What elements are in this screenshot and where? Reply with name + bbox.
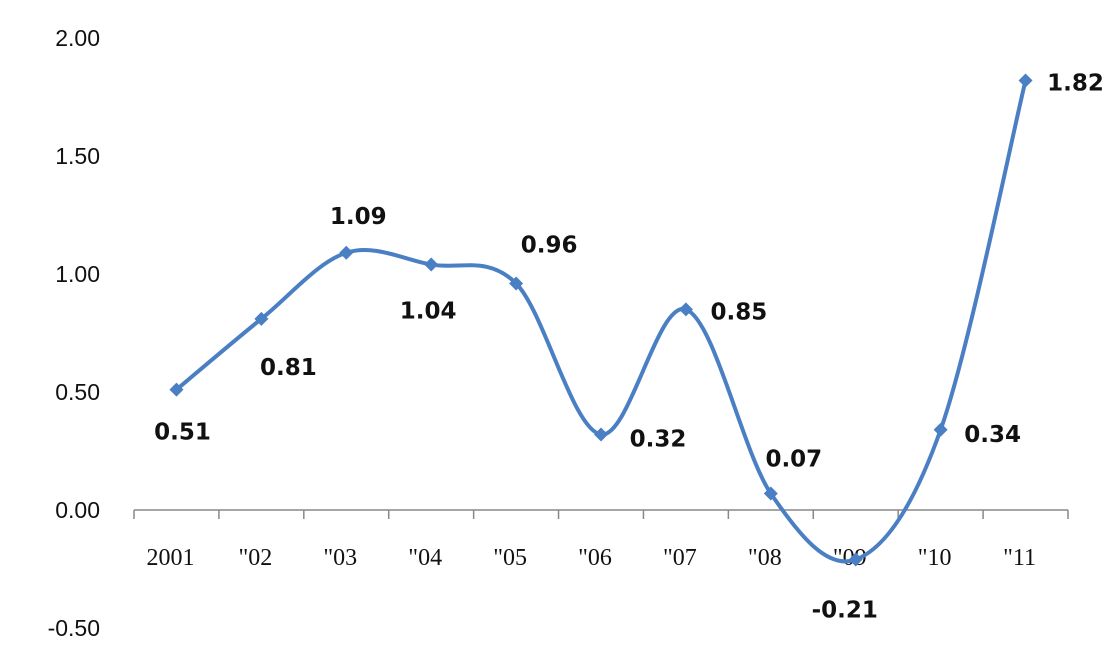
data-label: 0.96 — [521, 232, 578, 258]
data-label: 0.51 — [154, 420, 211, 446]
data-label: 0.07 — [765, 446, 822, 472]
x-axis-labels: 2001 "02 "03 "04 "05 "06 "07 "08 "09 "10 "11 — [146, 545, 1036, 571]
y-axis-labels: 2.00 1.50 1.00 0.50 0.00 -0.50 — [48, 25, 100, 641]
data-point-marker — [933, 422, 948, 437]
series-layer — [174, 78, 1028, 564]
data-label: 1.82 — [1047, 70, 1104, 96]
data-point-marker — [594, 427, 608, 442]
data-point-marker — [763, 486, 778, 501]
y-tick-label: 0.00 — [55, 497, 100, 523]
x-tick-label: "04 — [408, 545, 442, 571]
x-tick-label: "05 — [493, 545, 527, 571]
data-label: 0.81 — [260, 355, 317, 381]
y-tick-label: -0.50 — [48, 615, 100, 641]
data-label: -0.21 — [812, 598, 878, 624]
data-point-marker — [848, 552, 863, 567]
x-tick-label: "11 — [1003, 545, 1036, 571]
x-axis — [133, 509, 1069, 519]
data-labels-layer: 0.51 0.81 1.09 1.04 0.96 0.32 0.85 0.07 -0.21 0.3… — [154, 70, 1104, 623]
markers-layer — [169, 73, 1033, 567]
x-tick-label: "07 — [663, 545, 697, 571]
data-point-marker — [169, 382, 184, 397]
data-point-marker — [509, 276, 524, 291]
data-label: 0.34 — [964, 422, 1021, 448]
x-tick-label: "08 — [748, 545, 782, 571]
x-tick-label: 2001 — [146, 545, 194, 571]
data-label: 0.32 — [630, 426, 687, 452]
y-tick-label: 0.50 — [55, 379, 100, 405]
x-tick-label: "10 — [918, 545, 952, 571]
y-tick-label: 1.50 — [55, 143, 100, 169]
x-tick-label: "03 — [323, 545, 357, 571]
y-tick-label: 2.00 — [55, 25, 100, 51]
data-point-marker — [424, 257, 439, 272]
data-point-marker — [1018, 73, 1033, 88]
data-label: 0.85 — [711, 299, 768, 325]
data-label: 1.09 — [330, 204, 387, 230]
data-label: 1.04 — [400, 299, 457, 325]
series-line — [174, 78, 1028, 564]
x-tick-label: "06 — [578, 545, 612, 571]
data-point-marker — [254, 311, 269, 326]
y-tick-label: 1.00 — [55, 261, 100, 287]
x-tick-label: "02 — [238, 545, 272, 571]
data-point-marker — [339, 245, 354, 260]
data-point-marker — [678, 302, 693, 317]
